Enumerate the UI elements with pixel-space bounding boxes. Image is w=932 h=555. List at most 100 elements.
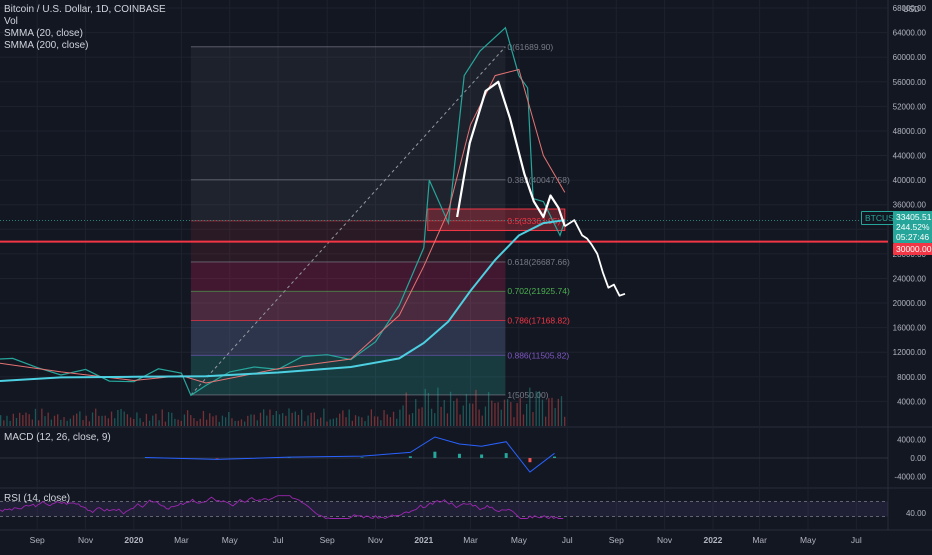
volume-bar <box>139 418 140 426</box>
y-tick-label: 40000.00 <box>893 176 927 185</box>
volume-bar <box>247 416 248 426</box>
x-tick-label: Sep <box>320 535 335 545</box>
vol-legend[interactable]: Vol <box>4 16 166 28</box>
x-tick-label: Jul <box>562 535 573 545</box>
volume-bar <box>136 412 137 426</box>
volume-bar <box>60 420 61 426</box>
volume-bar <box>383 410 384 426</box>
volume-bar <box>418 409 419 426</box>
x-tick-label: Mar <box>174 535 189 545</box>
volume-bar <box>257 420 258 426</box>
volume-bar <box>92 412 93 426</box>
volume-bar <box>561 396 562 426</box>
volume-bar <box>336 418 337 426</box>
volume-bar <box>555 408 556 426</box>
volume-bar <box>406 392 407 426</box>
volume-bar <box>279 414 280 426</box>
smma20-legend[interactable]: SMMA (20, close) <box>4 28 166 40</box>
x-tick-label: 2020 <box>124 535 143 545</box>
volume-bar <box>447 413 448 426</box>
volume-bar <box>396 419 397 426</box>
x-tick-label: May <box>800 535 817 545</box>
volume-bar <box>177 420 178 426</box>
fib-zone <box>191 47 505 180</box>
volume-bar <box>390 417 391 426</box>
x-tick-label: Mar <box>463 535 478 545</box>
volume-bar <box>10 421 11 426</box>
volume-bar <box>282 413 283 426</box>
volume-bar <box>311 413 312 426</box>
y-tick-label: 24000.00 <box>893 274 927 283</box>
rsi-tick-label: 40.00 <box>906 509 927 518</box>
x-tick-label: Nov <box>657 535 673 545</box>
price-axis-unit: USD <box>903 5 920 14</box>
volume-bar <box>155 414 156 426</box>
volume-bar <box>501 410 502 426</box>
volume-bar <box>63 417 64 426</box>
x-tick-label: 2022 <box>703 535 722 545</box>
volume-bar <box>513 417 514 426</box>
x-tick-label: 2021 <box>414 535 433 545</box>
volume-bar <box>120 409 121 426</box>
volume-bar <box>421 407 422 426</box>
volume-bar <box>238 421 239 426</box>
x-tick-label: Sep <box>609 535 624 545</box>
fib-level-label: 0.382(40047.58) <box>507 175 570 185</box>
volume-bar <box>520 398 521 426</box>
volume-bar <box>507 399 508 426</box>
volume-bar <box>434 413 435 426</box>
volume-bar <box>339 414 340 426</box>
volume-bar <box>111 412 112 426</box>
volume-bar <box>174 419 175 426</box>
fib-level-label: 1(5050.00) <box>507 390 548 400</box>
volume-bar <box>124 412 125 426</box>
countdown-tag: 05:27:46 <box>893 231 932 243</box>
y-tick-label: 20000.00 <box>893 299 927 308</box>
volume-bar <box>545 417 546 426</box>
volume-bar <box>3 420 4 426</box>
fib-zone <box>191 320 505 355</box>
macd-histogram-bar <box>528 458 531 462</box>
volume-bar <box>19 413 20 426</box>
volume-bar <box>349 409 350 426</box>
volume-bar <box>472 404 473 426</box>
volume-bar <box>504 400 505 426</box>
volume-bar <box>222 416 223 426</box>
volume-bar <box>98 416 99 426</box>
symbol-legend[interactable]: Bitcoin / U.S. Dollar, 1D, COINBASE Vol … <box>4 4 166 52</box>
volume-bar <box>105 416 106 426</box>
volume-bar <box>263 409 264 426</box>
smma200-legend[interactable]: SMMA (200, close) <box>4 40 166 52</box>
volume-bar <box>304 421 305 426</box>
volume-bar <box>32 420 33 426</box>
macd-histogram-bar <box>480 455 483 459</box>
x-tick-label: May <box>222 535 239 545</box>
volume-bar <box>323 409 324 426</box>
volume-bar <box>548 398 549 426</box>
volume-bar <box>497 402 498 426</box>
volume-bar <box>371 409 372 426</box>
volume-bar <box>292 413 293 426</box>
fib-zone <box>191 291 505 320</box>
rsi-legend[interactable]: RSI (14, close) <box>4 493 70 505</box>
symbol-title[interactable]: Bitcoin / U.S. Dollar, 1D, COINBASE <box>4 4 166 16</box>
volume-bar <box>564 417 565 426</box>
volume-bar <box>225 417 226 426</box>
macd-histogram-bar <box>433 452 436 458</box>
macd-legend[interactable]: MACD (12, 26, close, 9) <box>4 432 111 444</box>
volume-bar <box>152 416 153 426</box>
volume-bar <box>48 413 49 426</box>
volume-bar <box>488 392 489 426</box>
volume-bar <box>181 421 182 426</box>
volume-bar <box>431 409 432 426</box>
volume-bar <box>130 417 131 426</box>
volume-bar <box>437 388 438 426</box>
volume-bar <box>326 422 327 426</box>
volume-bar <box>425 389 426 426</box>
volume-bar <box>22 415 23 426</box>
volume-bar <box>494 403 495 426</box>
volume-bar <box>193 418 194 426</box>
volume-bar <box>478 410 479 426</box>
